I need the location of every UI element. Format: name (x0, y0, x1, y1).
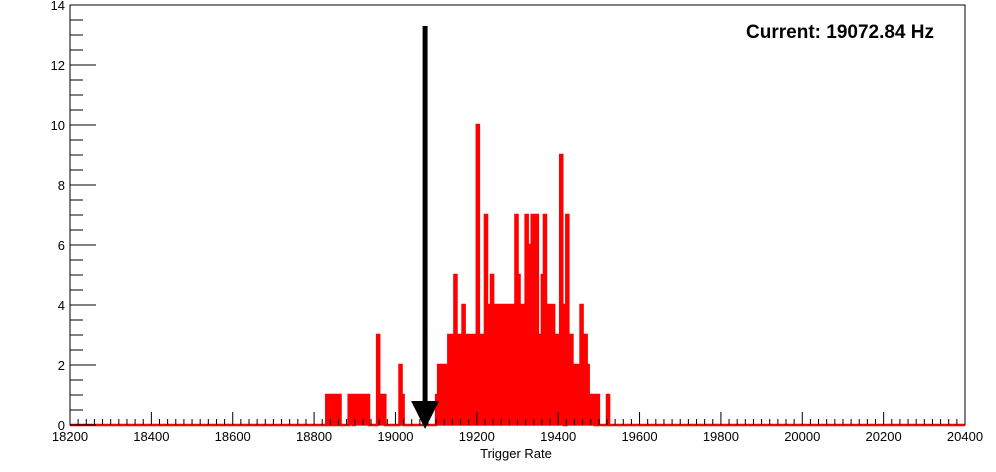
y-tick-label: 8 (58, 178, 65, 193)
y-tick-label: 10 (51, 118, 65, 133)
x-tick-label: 18600 (215, 429, 251, 444)
x-tick-label: 19600 (621, 429, 657, 444)
current-rate-arrow-head (411, 401, 440, 429)
x-tick-label: 19400 (540, 429, 576, 444)
x-tick-label: 20200 (866, 429, 902, 444)
x-axis-title: Trigger Rate (480, 446, 552, 461)
y-tick-label: 0 (58, 418, 65, 433)
y-tick-label: 14 (51, 0, 65, 13)
x-tick-label: 18800 (296, 429, 332, 444)
current-rate-annotation: Current: 19072.84 Hz (746, 22, 934, 43)
x-tick-label: 18200 (52, 429, 88, 444)
histogram-series (70, 123, 965, 427)
x-tick-label: 19800 (703, 429, 739, 444)
marker-layer (411, 26, 440, 429)
axes-layer: 18200 18400 18600 18800 19000 19200 19400 19600… (51, 0, 984, 444)
x-tick-label: 20400 (947, 429, 983, 444)
y-tick-label: 6 (58, 238, 65, 253)
x-tick-label: 19000 (377, 429, 413, 444)
y-tick-label: 4 (58, 298, 65, 313)
series-layer (70, 123, 965, 427)
x-tick-label: 18400 (133, 429, 169, 444)
x-tick-label: 19200 (459, 429, 495, 444)
y-tick-label: 2 (58, 358, 65, 373)
y-tick-label: 12 (51, 58, 65, 73)
x-tick-label: 20000 (784, 429, 820, 444)
